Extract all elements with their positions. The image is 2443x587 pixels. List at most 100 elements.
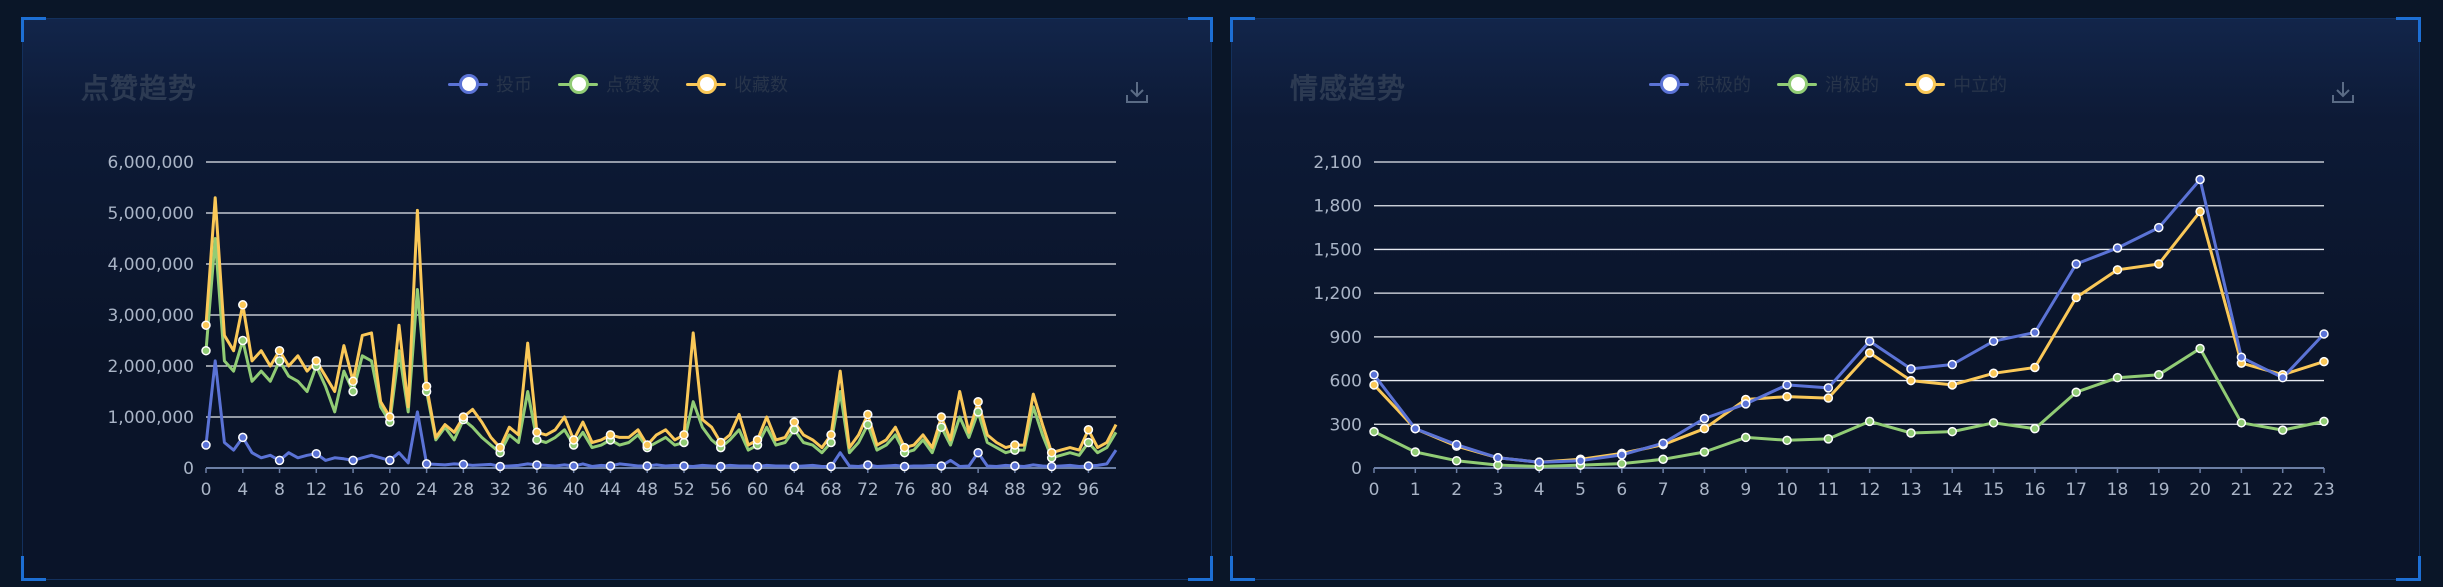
corner-decoration	[2396, 556, 2421, 581]
x-tick-label: 80	[931, 480, 953, 500]
data-point	[715, 461, 726, 472]
data-point	[2236, 418, 2247, 428]
y-tick-label: 900	[1330, 328, 1362, 348]
x-tick-label: 19	[2148, 480, 2170, 500]
data-point	[2071, 387, 2081, 397]
data-point	[679, 437, 689, 448]
corner-decoration	[1188, 556, 1213, 581]
legend-swatch	[1649, 74, 1689, 94]
y-tick-label: 300	[1330, 415, 1362, 435]
data-point	[532, 427, 542, 438]
data-point	[642, 461, 652, 471]
data-point	[789, 417, 800, 427]
x-tick-label: 15	[1983, 480, 2005, 500]
data-point	[2236, 352, 2247, 363]
data-point	[2071, 292, 2081, 303]
data-point	[495, 442, 505, 453]
x-tick-label: 0	[201, 480, 212, 500]
x-tick-label: 18	[2107, 480, 2129, 500]
corner-decoration	[1230, 556, 1255, 581]
x-tick-label: 24	[416, 480, 438, 500]
legend-item-neutral[interactable]: 中立的	[1905, 71, 2007, 97]
data-point	[1046, 447, 1057, 458]
x-tick-label: 16	[342, 480, 364, 500]
x-tick-label: 56	[710, 480, 732, 500]
data-point	[789, 425, 800, 435]
data-point	[1906, 375, 1916, 386]
data-point	[2319, 329, 2329, 339]
y-tick-label: 2,100	[1313, 153, 1362, 173]
legend-label: 点赞数	[606, 75, 660, 96]
data-point	[2030, 423, 2040, 434]
legend-swatch	[558, 74, 598, 94]
data-point	[2319, 356, 2329, 367]
data-point	[1740, 432, 1751, 443]
y-tick-label: 1,000,000	[107, 408, 194, 428]
legend-item-negative[interactable]: 消极的	[1777, 71, 1879, 97]
x-tick-label: 17	[2065, 480, 2087, 500]
x-tick-label: 10	[1776, 480, 1798, 500]
data-point	[1906, 428, 1916, 438]
x-tick-label: 1	[1410, 480, 1421, 500]
data-point	[2112, 243, 2123, 253]
x-tick-label: 28	[453, 480, 475, 500]
download-icon[interactable]	[2330, 79, 2356, 105]
data-point	[421, 381, 432, 392]
data-point	[201, 440, 211, 450]
x-tick-label: 6	[1616, 480, 1627, 500]
data-point	[495, 461, 505, 472]
data-point	[1369, 369, 1379, 380]
legend-item-coins[interactable]: 投币	[448, 71, 532, 97]
legend-item-likes[interactable]: 点赞数	[558, 71, 660, 97]
y-tick-label: 600	[1330, 372, 1362, 392]
x-tick-label: 12	[305, 480, 327, 500]
data-point	[1947, 380, 1958, 390]
chart-title: 点赞趋势	[81, 72, 198, 105]
legend-item-positive[interactable]: 积极的	[1649, 71, 1751, 97]
x-tick-label: 8	[274, 480, 285, 500]
x-tick-label: 48	[636, 480, 658, 500]
x-tick-label: 84	[967, 480, 989, 500]
data-point	[201, 320, 211, 330]
data-point	[421, 459, 432, 469]
legend-swatch	[448, 74, 488, 94]
likes-trend-panel: 0 1,000,000 2,000,000 3,000,000 4,000,000 5,0…	[21, 17, 1213, 581]
data-point	[1988, 368, 1999, 379]
data-point	[1864, 348, 1875, 358]
data-point	[2277, 425, 2288, 435]
y-tick-label: 0	[1351, 459, 1362, 479]
data-point	[826, 437, 836, 448]
data-point	[1823, 393, 1834, 403]
x-tick-label: 12	[1859, 480, 1881, 500]
data-point	[715, 437, 726, 448]
x-tick-label: 68	[820, 480, 842, 500]
data-point	[1823, 383, 1834, 393]
data-point	[1947, 426, 1958, 437]
data-point	[1699, 423, 1710, 434]
data-point	[899, 461, 910, 472]
x-tick-label: 23	[2313, 480, 2335, 500]
chart-legend: 积极的 消极的 中立的	[1649, 71, 2007, 97]
corner-decoration	[21, 17, 46, 42]
legend-item-favorites[interactable]: 收藏数	[686, 71, 788, 97]
y-tick-label: 0	[183, 459, 194, 479]
x-tick-label: 5	[1575, 480, 1586, 500]
data-point	[1988, 336, 1999, 346]
data-point	[752, 435, 763, 445]
x-tick-label: 4	[237, 480, 248, 500]
series-line-1	[204, 237, 1118, 460]
data-point	[752, 461, 763, 472]
download-icon[interactable]	[1124, 79, 1150, 105]
data-point	[1369, 380, 1379, 390]
data-point	[2154, 369, 2164, 380]
corner-decoration	[1188, 17, 1213, 42]
data-point	[936, 422, 947, 432]
data-point	[2030, 362, 2040, 373]
data-point	[2195, 174, 2205, 185]
x-tick-label: 11	[1818, 480, 1840, 500]
data-point	[1083, 425, 1094, 435]
data-point	[605, 430, 616, 440]
x-tick-label: 60	[747, 480, 769, 500]
y-tick-label: 3,000,000	[107, 306, 194, 326]
data-point	[605, 461, 616, 471]
